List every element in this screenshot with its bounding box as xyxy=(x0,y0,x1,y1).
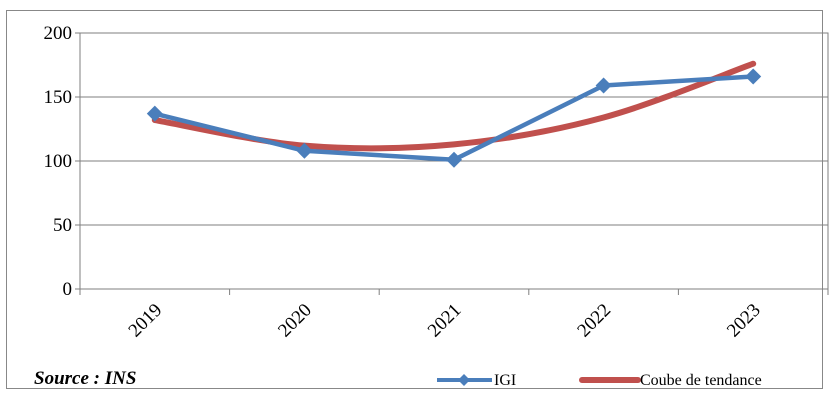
y-tick-label: 50 xyxy=(53,215,72,236)
y-tick-label: 100 xyxy=(44,151,73,172)
igi-marker xyxy=(745,68,762,85)
igi-marker xyxy=(595,77,612,94)
y-tick-label: 200 xyxy=(44,23,73,44)
x-tick-label: 2020 xyxy=(274,300,316,342)
x-tick-label: 2021 xyxy=(424,300,466,342)
y-tick-label: 150 xyxy=(44,87,73,108)
x-tick-label: 2023 xyxy=(723,300,765,342)
igi-marker xyxy=(296,142,313,159)
chart-frame xyxy=(6,10,823,389)
y-tick-label: 0 xyxy=(63,279,73,300)
legend-trend-label: Coube de tendance xyxy=(640,372,762,389)
legend-igi-label: IGI xyxy=(494,372,516,389)
legend-igi-marker xyxy=(458,374,470,386)
x-tick-label: 2019 xyxy=(125,300,167,342)
x-tick-label: 2022 xyxy=(573,300,615,342)
igi-marker xyxy=(446,151,462,168)
igi-marker xyxy=(146,105,163,122)
source-note: Source : INS xyxy=(34,368,136,389)
